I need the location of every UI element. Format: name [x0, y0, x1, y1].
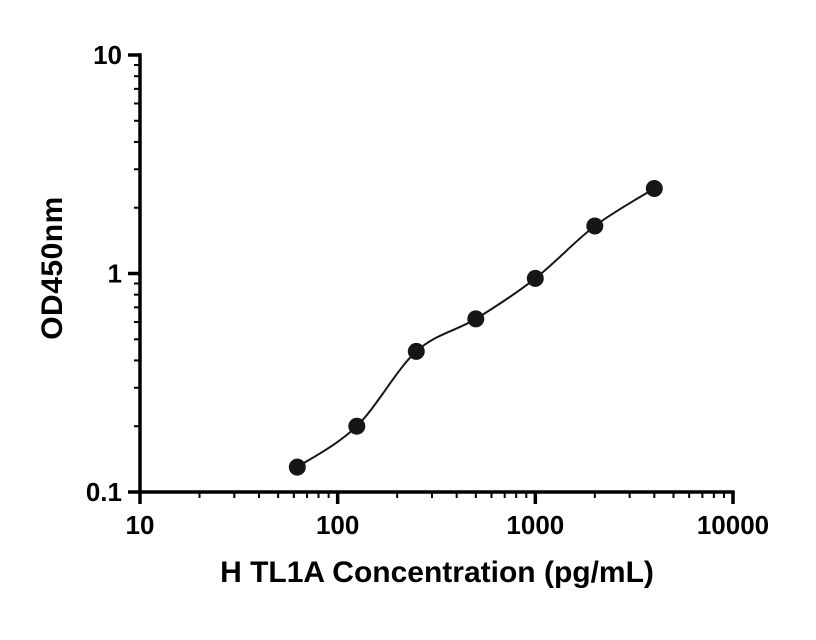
x-tick-label: 10000 [697, 510, 769, 540]
data-point [348, 417, 366, 435]
y-tick-label: 1 [108, 259, 122, 289]
data-point [586, 217, 604, 235]
data-point [467, 310, 485, 328]
data-point [526, 269, 544, 287]
y-axis-title: OD450nm [36, 196, 69, 340]
y-tick-label: 10 [93, 40, 122, 70]
x-axis-title: H TL1A Concentration (pg/mL) [220, 556, 654, 589]
y-tick-label: 0.1 [86, 477, 122, 507]
data-point [407, 342, 425, 360]
data-point [288, 458, 306, 476]
x-tick-label: 1000 [506, 510, 564, 540]
axis-lines [138, 53, 735, 494]
x-tick-label: 10 [126, 510, 155, 540]
x-tick-label: 100 [316, 510, 359, 540]
data-point [645, 180, 663, 197]
